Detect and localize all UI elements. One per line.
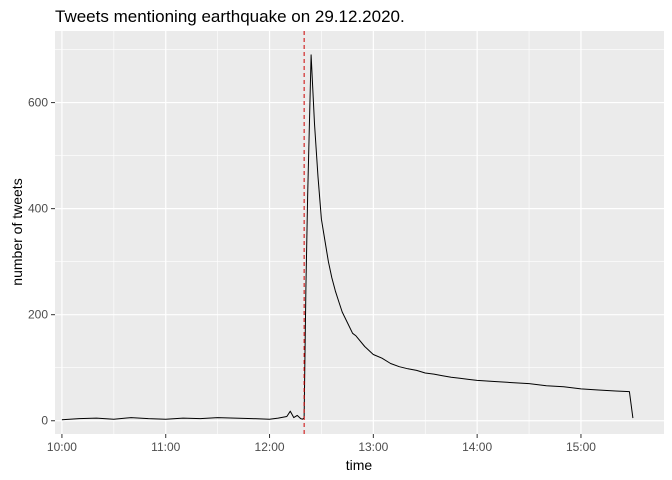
y-tick-label: 400 [28,202,48,216]
y-tick-label: 600 [28,96,48,110]
grid [55,31,664,434]
x-tick-label: 12:00 [255,440,285,454]
y-tick-label: 200 [28,308,48,322]
series-line [61,54,634,421]
axis-ticks: 10:00 11:00 12:00 13:00 14:00 15:00 0 200 400 600 [28,96,596,454]
series-layer [61,54,634,421]
x-tick-label: 13:00 [358,440,388,454]
plot-panel [55,31,664,434]
x-tick-label: 10:00 [47,440,77,454]
y-axis-title: number of tweets [9,178,25,285]
x-tick-label: 14:00 [462,440,492,454]
y-tick-label: 0 [41,414,48,428]
x-tick-label: 11:00 [151,440,180,454]
chart-title: Tweets mentioning earthquake on 29.12.20… [55,7,405,26]
x-tick-label: 15:00 [566,440,596,454]
x-axis-title: time [346,457,373,473]
